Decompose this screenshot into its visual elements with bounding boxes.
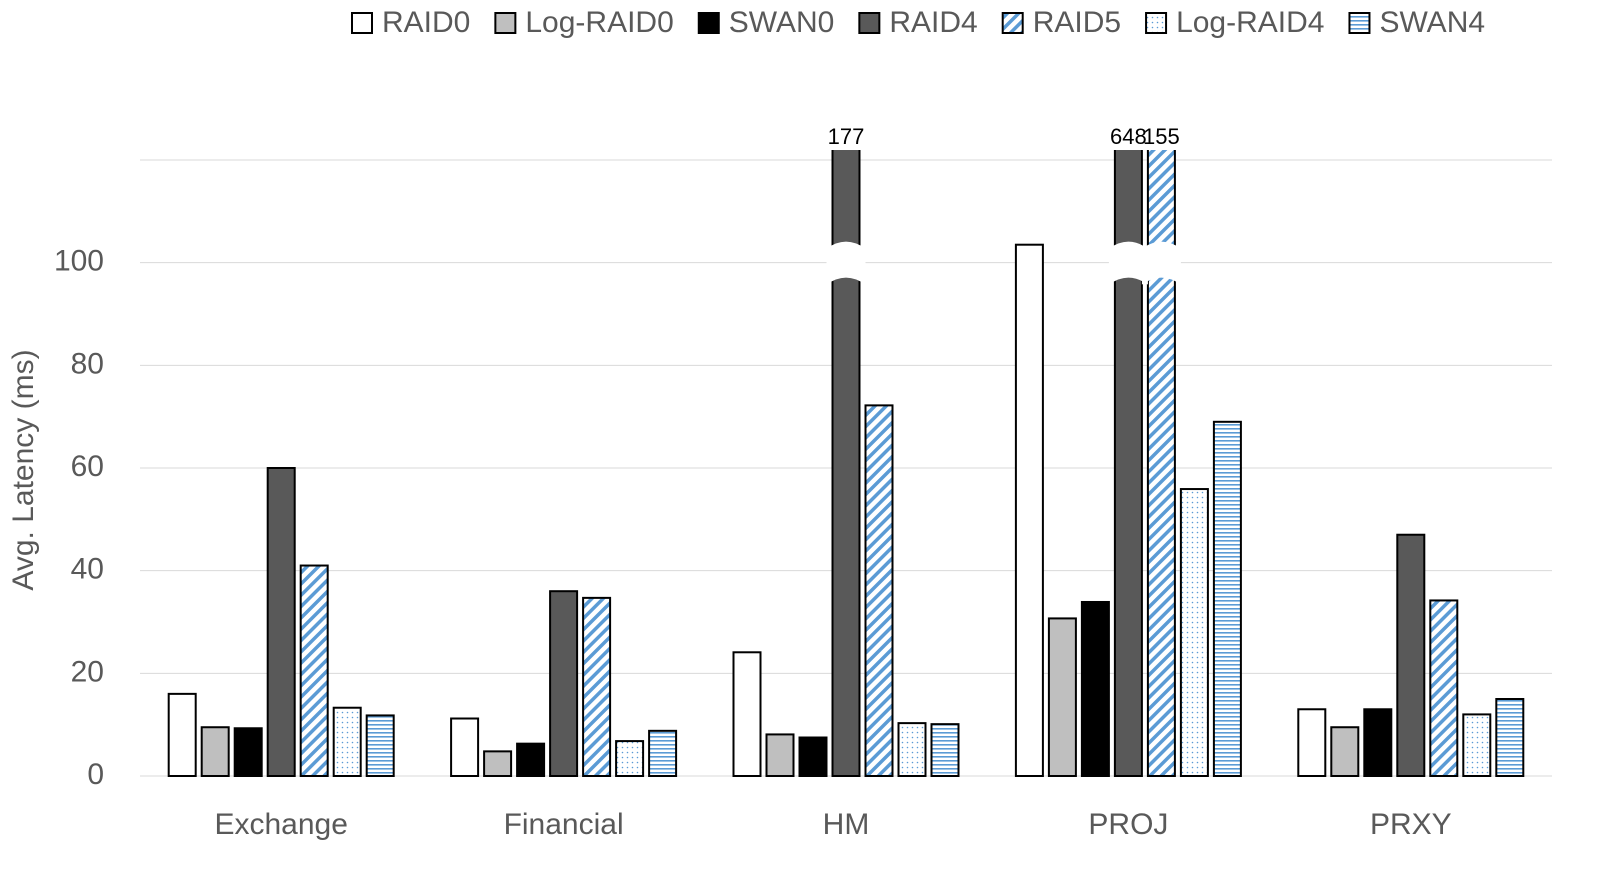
- value-label: 155: [1143, 124, 1180, 149]
- legend-label: SWAN4: [1379, 6, 1485, 39]
- bar: [582, 596, 612, 778]
- bar: [1047, 617, 1077, 778]
- legend-swatch: [1145, 12, 1168, 34]
- x-tick-label: Financial: [504, 808, 624, 841]
- bar: [615, 740, 645, 777]
- legend-label: RAID5: [1033, 6, 1121, 39]
- bar: [167, 692, 197, 777]
- legend-swatch: [858, 12, 881, 34]
- x-tick-label: PRXY: [1370, 808, 1452, 841]
- x-tick-label: PROJ: [1088, 808, 1168, 841]
- legend-swatch: [351, 12, 373, 34]
- bar: [549, 590, 579, 778]
- y-tick-label: 0: [87, 758, 104, 791]
- legend-label: Log-RAID0: [525, 6, 673, 39]
- bar: [765, 733, 795, 777]
- bar: [450, 717, 480, 777]
- value-label: 177: [828, 124, 865, 149]
- plot-area: [167, 150, 1525, 778]
- bar: [1495, 698, 1525, 777]
- legend-swatch: [1001, 12, 1024, 34]
- value-label: 648: [1110, 124, 1147, 149]
- bar: [864, 404, 894, 777]
- legend-swatch: [697, 12, 720, 34]
- bar: [1396, 533, 1426, 777]
- y-tick-label: 40: [71, 553, 104, 586]
- axis-break: [1108, 241, 1148, 285]
- x-tick-label: Exchange: [214, 808, 347, 841]
- y-tick-label: 80: [71, 347, 104, 380]
- bar: [1297, 708, 1327, 777]
- legend-label: RAID0: [382, 6, 470, 39]
- legend-swatch: [1348, 12, 1371, 34]
- axis-break: [1141, 241, 1181, 285]
- bar: [897, 722, 927, 777]
- bar: [1080, 600, 1110, 777]
- axis-break: [826, 241, 866, 285]
- bar: [798, 736, 828, 777]
- bar: [1330, 726, 1360, 778]
- legend-swatch: [494, 12, 517, 34]
- bar: [1462, 713, 1492, 778]
- bar: [299, 564, 329, 777]
- bar: [1014, 243, 1044, 777]
- y-tick-label: 20: [71, 655, 104, 688]
- bar: [1212, 420, 1242, 777]
- bar: [266, 467, 296, 777]
- bar: [200, 726, 230, 778]
- legend-label: SWAN0: [729, 6, 835, 39]
- bar: [332, 706, 362, 778]
- y-tick-label: 100: [54, 245, 104, 278]
- bar: [648, 729, 678, 777]
- bar: [1429, 599, 1459, 777]
- bar: [732, 651, 762, 778]
- legend-label: RAID4: [889, 6, 977, 39]
- bar: [1146, 150, 1176, 778]
- x-tick-label: HM: [823, 808, 870, 841]
- bar: [516, 742, 546, 777]
- bar: [1113, 150, 1143, 777]
- bar: [930, 723, 960, 777]
- bar: [831, 150, 861, 777]
- y-axis-title: Avg. Latency (ms): [7, 349, 40, 590]
- bar: [1363, 708, 1393, 777]
- bar: [233, 727, 263, 778]
- bar: [365, 714, 395, 778]
- bar: [1179, 488, 1209, 777]
- y-tick-label: 60: [71, 450, 104, 483]
- legend-label: Log-RAID4: [1176, 6, 1324, 39]
- bar: [483, 750, 513, 777]
